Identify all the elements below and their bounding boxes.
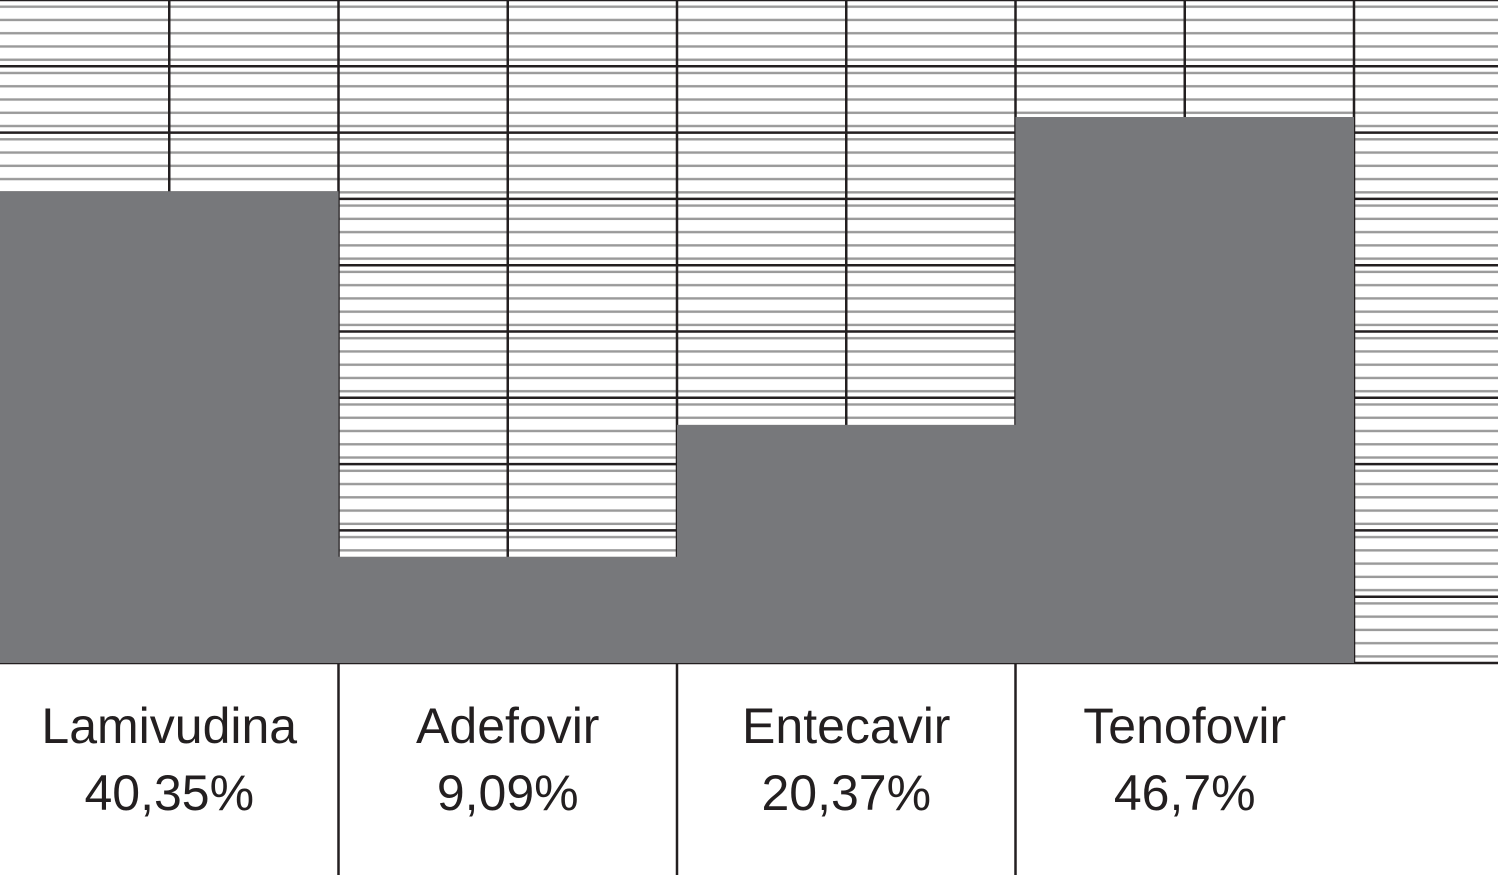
bars <box>0 117 1354 663</box>
bar <box>0 191 339 663</box>
labels: Lamivudina 40,35% Adefovir 9,09% Entecavir 20… <box>41 663 1286 875</box>
value-label: 20,37% <box>761 765 931 821</box>
bar <box>338 556 677 663</box>
category-label: Tenofovir <box>1083 698 1286 754</box>
category-label: Lamivudina <box>41 698 297 754</box>
bar <box>1015 117 1354 663</box>
value-label: 9,09% <box>437 765 579 821</box>
bar <box>677 424 1016 663</box>
value-label: 40,35% <box>84 765 254 821</box>
value-label: 46,7% <box>1114 765 1256 821</box>
category-label: Entecavir <box>742 698 950 754</box>
category-label: Adefovir <box>416 698 599 754</box>
